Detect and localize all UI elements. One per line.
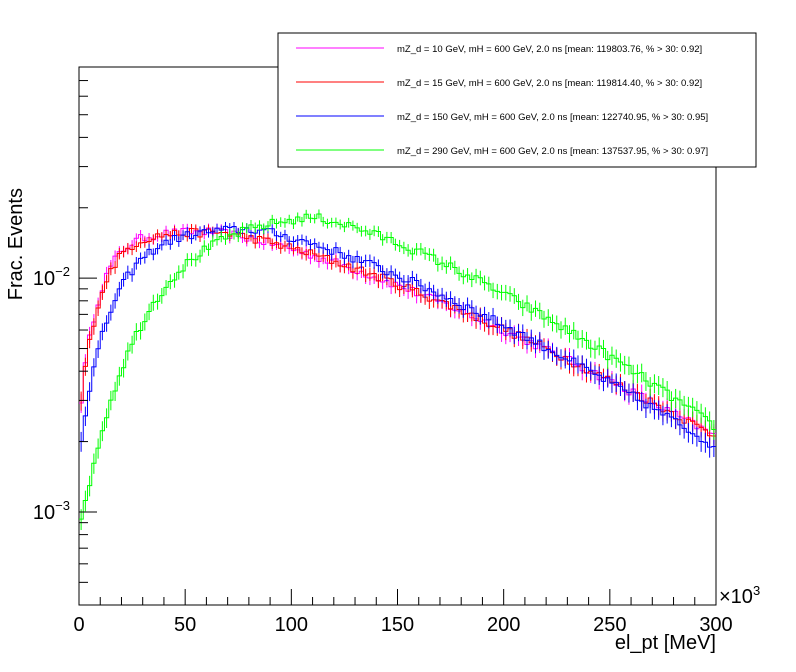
x-tick-label: 150 — [381, 614, 414, 636]
legend-label: mZ_d = 15 GeV, mH = 600 GeV, 2.0 ns [mea… — [397, 78, 702, 89]
legend-label: mZ_d = 150 GeV, mH = 600 GeV, 2.0 ns [me… — [397, 112, 708, 123]
histogram-line — [79, 227, 716, 435]
histogram-series-group — [79, 209, 716, 531]
error-bars — [80, 209, 715, 531]
histogram-line — [79, 225, 716, 448]
histogram-line — [79, 227, 716, 437]
x-tick-label: 100 — [275, 614, 308, 636]
y-axis: 10−3 10−2 — [33, 66, 97, 606]
histogram-series — [79, 223, 716, 447]
x-tick-label: 250 — [593, 614, 626, 636]
histogram-series — [79, 209, 716, 531]
legend-entries: mZ_d = 10 GeV, mH = 600 GeV, 2.0 ns [mea… — [296, 44, 708, 157]
x-tick-label: 200 — [487, 614, 520, 636]
legend: mZ_d = 10 GeV, mH = 600 GeV, 2.0 ns [mea… — [277, 32, 757, 168]
x-tick-label: 0 — [73, 614, 84, 636]
legend-entry: mZ_d = 150 GeV, mH = 600 GeV, 2.0 ns [me… — [296, 112, 708, 123]
x-tick-label: 300 — [699, 614, 732, 636]
legend-entry: mZ_d = 10 GeV, mH = 600 GeV, 2.0 ns [mea… — [296, 44, 702, 55]
x-axis: 0 50 100 150 200 250 300 — [73, 589, 733, 636]
legend-box — [277, 32, 757, 168]
legend-entry: mZ_d = 15 GeV, mH = 600 GeV, 2.0 ns [mea… — [296, 78, 702, 89]
legend-label: mZ_d = 10 GeV, mH = 600 GeV, 2.0 ns [mea… — [397, 44, 702, 55]
y-axis-label: Frac. Events — [5, 188, 27, 300]
x-axis-multiplier: ×103 — [719, 583, 760, 608]
x-tick-label: 50 — [174, 614, 196, 636]
x-axis-label: el_pt [MeV] — [615, 632, 716, 654]
error-bars — [80, 223, 715, 444]
histogram-line — [79, 213, 716, 520]
error-bars — [80, 221, 715, 458]
legend-label: mZ_d = 290 GeV, mH = 600 GeV, 2.0 ns [me… — [397, 146, 708, 157]
histogram-series — [79, 223, 716, 444]
error-bars — [80, 223, 715, 447]
y-tick-label: 10−3 — [33, 498, 70, 524]
legend-entry: mZ_d = 290 GeV, mH = 600 GeV, 2.0 ns [me… — [296, 146, 708, 157]
histogram-series — [79, 221, 716, 458]
y-tick-label: 10−2 — [33, 264, 70, 290]
